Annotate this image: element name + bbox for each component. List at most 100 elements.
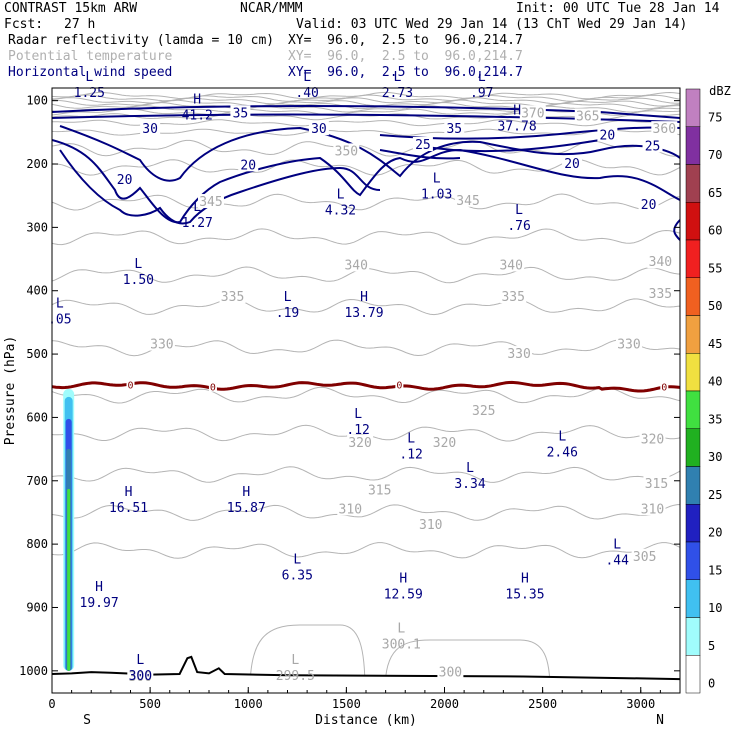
theta-label: 310 [419,518,442,533]
wind-contour [52,139,680,224]
colorbar-cell [685,390,701,429]
extremum-marker: L [337,187,345,202]
wind-contour [59,149,381,225]
extremum-value: .97 [470,86,493,101]
extremum-value: 15.35 [505,587,544,602]
wind-label-bg [230,105,251,120]
colorbar-label: 35 [708,412,722,426]
init-time: Init: 00 UTC Tue 28 Jan 14 [516,1,720,16]
theta-label: 335 [221,290,244,305]
terrain-fill [52,656,680,693]
y-tick-label: 1000 [19,664,48,678]
wind-label: 25 [415,138,431,153]
zero-label-bg [660,382,669,392]
colorbar-label: 0 [708,677,715,691]
colorbar-cell [685,655,701,694]
theta-label-bg [148,336,175,351]
wind-label-bg [444,121,465,136]
y-tick-label: 600 [26,410,48,424]
colorbar-label: 5 [708,639,715,653]
colorbar-cell [685,617,701,656]
zero-label-bg [126,380,135,390]
extremum-marker: L [284,290,292,305]
theta-contour [384,639,551,691]
extremum-value: .76 [507,219,530,234]
wind-label-bg [412,137,433,152]
y-tick-label: 400 [26,284,48,298]
theta-label: 320 [348,436,371,451]
extremum-marker: L [613,538,621,553]
model-title: CONTRAST 15km ARW [4,1,138,16]
theta-label: 315 [368,483,391,498]
colorbar-cell [685,126,701,165]
theta-label: 310 [339,502,362,517]
extremum-value: 19.97 [80,596,119,611]
theta-label-bg [639,501,666,516]
extremum-value: 4.32 [325,203,356,218]
theta-label-bg [366,482,393,497]
theta-contour [52,105,680,113]
zero-label-bg [208,382,217,392]
extremum-value: 12.59 [384,587,423,602]
theta-contour [52,228,680,246]
extremum-value: 41.2 [182,108,213,123]
extremum-value: 2.46 [547,445,578,460]
x-tick-label: 3000 [626,697,655,711]
extremum-marker: H [360,290,368,305]
south-label: S [83,713,91,728]
field-wind-xy: XY= 96.0, 2.5 to 96.0,214.7 [288,65,523,80]
theta-label-bg [631,548,658,563]
theta-label-bg [498,257,525,272]
extremum-marker: L [433,172,441,187]
theta-label-bg [343,257,370,272]
extremum-value: .19 [276,306,299,321]
wind-label: 30 [311,122,327,137]
wind-label: 35 [446,122,462,137]
theta-label-bg [347,434,374,449]
theta-contour [52,542,680,559]
zero-line-label: 0 [210,383,216,394]
theta-label-bg [219,289,246,304]
extremum-value: 299.5 [276,669,315,684]
extremum-marker: L [515,203,523,218]
x-tick-label: 500 [139,697,161,711]
wind-label: 30 [142,122,158,137]
extremum-value: 300.1 [382,637,421,652]
colorbar-label: 60 [708,224,722,238]
wind-label: 20 [641,198,657,213]
colorbar-label: 40 [708,375,722,389]
extremum-value: 13.79 [344,306,383,321]
colorbar-cell [685,353,701,392]
theta-label: 335 [649,287,672,302]
y-tick-label: 300 [26,220,48,234]
theta-label-bg [651,121,678,136]
colorbar-label: 50 [708,299,722,313]
zero-line-label: 0 [127,381,133,392]
theta-label-bg [127,669,154,684]
theta-label-bg [500,289,527,304]
colorbar-label: 70 [708,148,722,162]
fcst-label: Fcst: [4,17,44,32]
wind-contour [379,149,461,160]
wind-contour [673,219,680,241]
zero-degree-line [52,380,680,393]
extremum-marker: L [293,552,301,567]
field-reflectivity-xy: XY= 96.0, 2.5 to 96.0,214.7 [288,33,523,48]
theta-label-bg [337,501,364,516]
y-tick-label: 100 [26,94,48,108]
extremum-marker: L [136,653,144,668]
colorbar-label: 55 [708,261,722,275]
colorbar-cell [685,277,701,316]
theta-contour [249,624,366,691]
y-tick-label: 800 [26,537,48,551]
extremum-value: 300 [129,669,152,684]
theta-label: 365 [576,110,599,125]
theta-contour [52,139,680,157]
theta-label-bg [506,346,533,361]
wind-label-bg [140,121,161,136]
wind-label-bg [638,197,659,212]
theta-contour [52,339,680,357]
extremum-marker: L [291,653,299,668]
extremum-value: .40 [295,86,318,101]
extremum-marker: L [407,431,415,446]
